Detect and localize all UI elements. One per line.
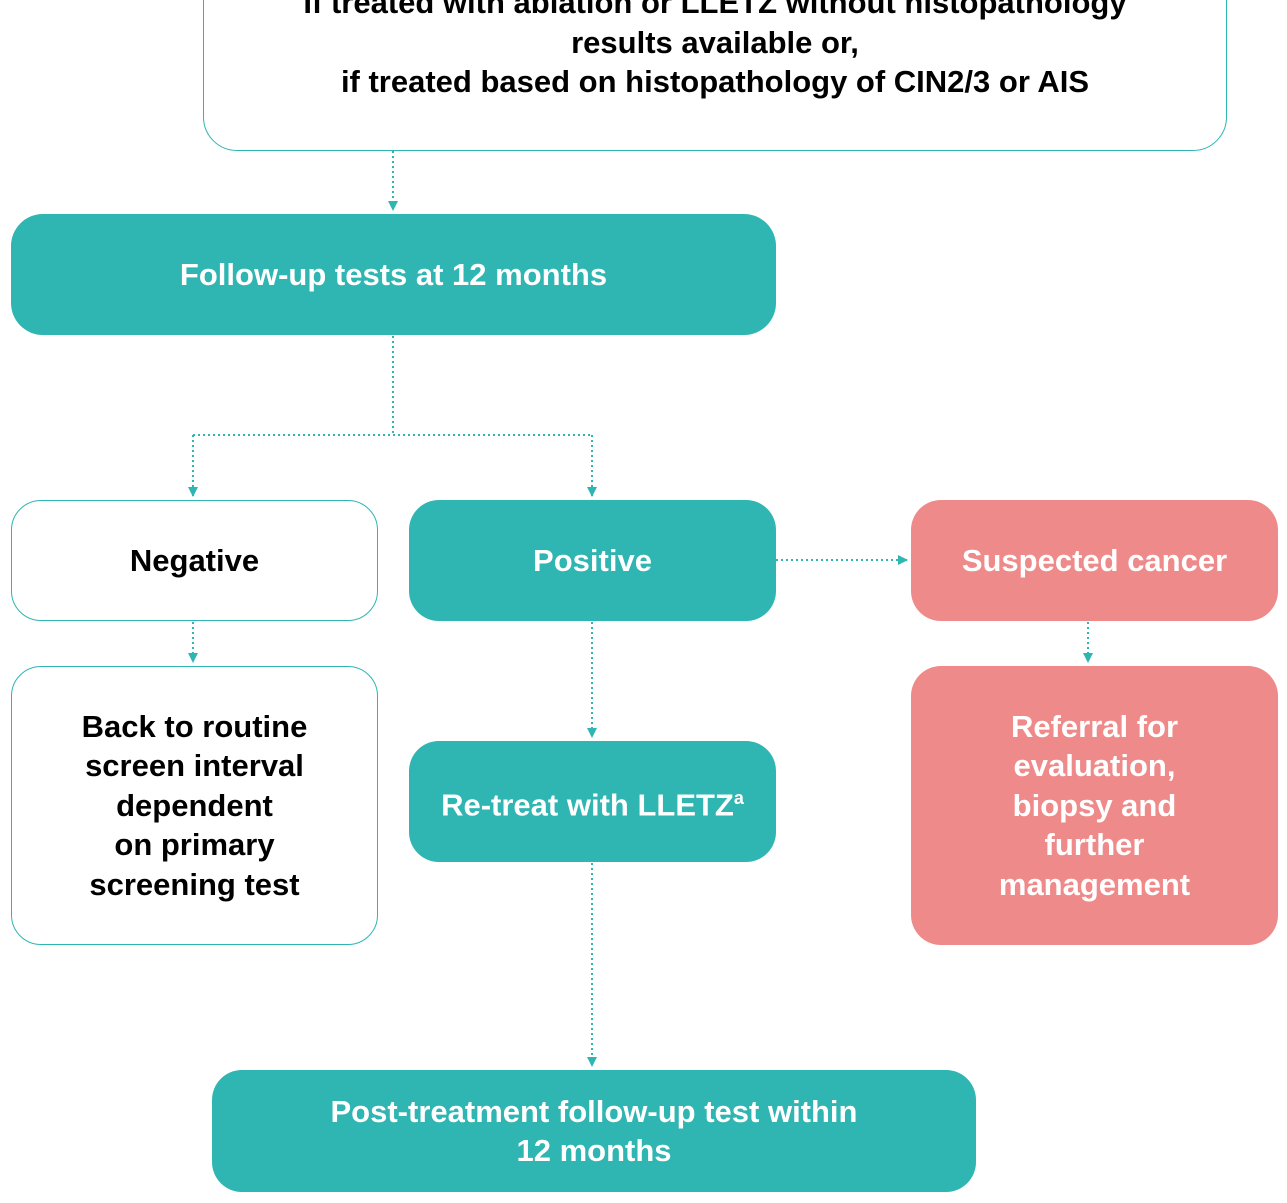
negative-label: Negative — [129, 542, 260, 578]
retreat-text: Re-treat with LLETZ — [441, 786, 734, 822]
top-condition-box: If treated with ablation or LLETZ withou… — [203, 0, 1227, 151]
back-to-routine-label: Back to routine screen interval dependen… — [81, 708, 308, 902]
retreat-footnote-marker: a — [733, 787, 744, 808]
retreat-box: Re-treat with LLETZa — [409, 741, 776, 862]
post-treatment-label: Post-treatment follow-up test within 12 … — [330, 1093, 858, 1169]
positive-label: Positive — [533, 542, 652, 578]
negative-box: Negative — [11, 500, 378, 621]
follow-up-12-months-box: Follow-up tests at 12 months — [11, 214, 776, 335]
retreat-label: Re-treat with LLETZa — [441, 779, 744, 825]
suspected-cancer-label: Suspected cancer — [961, 542, 1228, 578]
referral-label: Referral for evaluation, biopsy and furt… — [998, 708, 1191, 902]
suspected-cancer-box: Suspected cancer — [911, 500, 1278, 621]
positive-box: Positive — [409, 500, 776, 621]
post-treatment-box: Post-treatment follow-up test within 12 … — [212, 1070, 976, 1192]
referral-box: Referral for evaluation, biopsy and furt… — [911, 666, 1278, 945]
follow-up-12-months-label: Follow-up tests at 12 months — [179, 256, 608, 292]
top-condition-label: If treated with ablation or LLETZ withou… — [303, 0, 1127, 100]
back-to-routine-box: Back to routine screen interval dependen… — [11, 666, 378, 945]
